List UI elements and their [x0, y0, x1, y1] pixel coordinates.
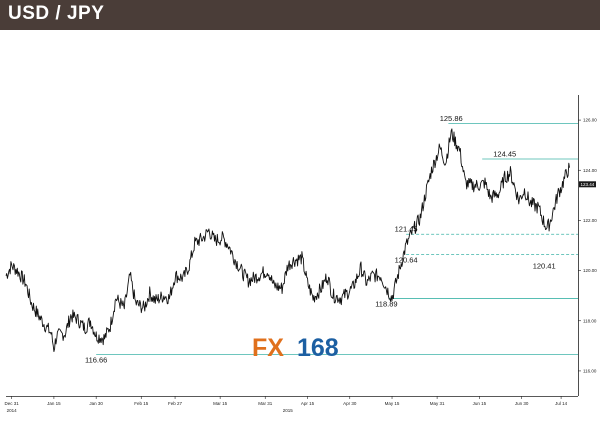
fx168-logo: FX 168: [252, 334, 339, 362]
annotations: 125.86 124.45 121.45 120.64 120.41 118.89 116.…: [85, 114, 556, 364]
page-title: USD / JPY: [8, 3, 105, 24]
x-tick-label: Mar 31: [258, 401, 273, 406]
value-label: 116.66: [85, 355, 107, 364]
x-tick-label: May 15: [385, 401, 400, 406]
x-tick-label: May 31: [430, 401, 445, 406]
x-tick-label: Feb 15: [134, 401, 149, 406]
y-tick-label: 126.00: [583, 118, 597, 123]
x-year-label: 2014: [7, 408, 18, 413]
logo-fx-text: FX: [252, 334, 284, 362]
level-lines: [96, 123, 578, 355]
y-tick-label: 120.00: [583, 268, 597, 273]
last-price-box: [579, 181, 596, 188]
logo-168-text: 168: [297, 334, 339, 362]
y-tick-label: 124.00: [583, 168, 597, 173]
value-label: 121.45: [395, 225, 418, 234]
x-tick-label: Jan 30: [89, 401, 103, 406]
x-tick-label: Jul 14: [555, 401, 568, 406]
x-tick-label: Dec 31: [5, 401, 20, 406]
x-year-label: 2015: [283, 408, 294, 413]
value-label: 124.45: [493, 149, 516, 158]
y-tick-label: 122.00: [583, 218, 597, 223]
axes: 116.00 118.00 120.00 122.00 124.00 126.00 Dec …: [5, 95, 597, 413]
price-series-line: [5, 128, 570, 353]
x-tick-label: Mar 15: [213, 401, 228, 406]
x-tick-label: Feb 27: [168, 401, 183, 406]
value-label: 118.89: [375, 299, 397, 308]
last-price-label: 123.44: [581, 182, 595, 187]
y-tick-label: 118.00: [583, 318, 597, 323]
header-bar: USD / JPY: [0, 0, 600, 30]
x-tick-label: Apr 30: [343, 401, 357, 406]
value-label: 125.86: [440, 114, 463, 123]
x-tick-label: Jun 15: [473, 401, 487, 406]
series-layer: [5, 128, 570, 353]
x-tick-label: Apr 15: [301, 401, 315, 406]
y-tick-label: 116.00: [583, 369, 597, 374]
value-label: 120.41: [533, 261, 556, 270]
x-tick-label: Jan 15: [47, 401, 61, 406]
value-label: 120.64: [395, 256, 418, 265]
x-tick-label: Jun 30: [515, 401, 529, 406]
